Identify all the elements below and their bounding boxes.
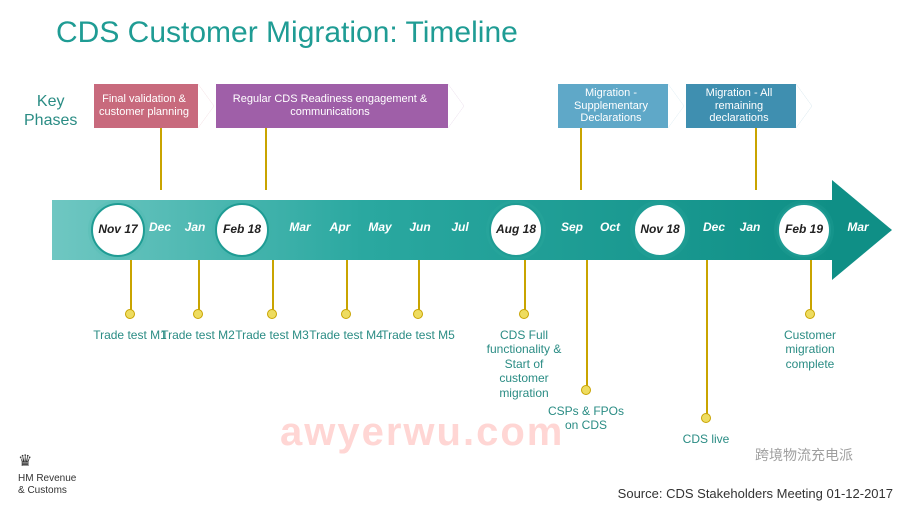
drop-line-3 [346, 260, 348, 314]
phase-connector-2 [580, 128, 582, 190]
drop-dot-icon-0 [125, 309, 135, 319]
drop-label-5: CDS Full functionality & Start of custom… [479, 328, 569, 400]
drop-line-2 [272, 260, 274, 314]
page-title: CDS Customer Migration: Timeline [56, 16, 518, 50]
phase-tip-icon [796, 84, 812, 128]
drop-dot-icon-6 [581, 385, 591, 395]
milestone-0: Nov 17 [91, 203, 145, 257]
drop-line-0 [130, 260, 132, 314]
month-label-9: Dec [703, 220, 725, 234]
drop-dot-icon-3 [341, 309, 351, 319]
phase-tip-icon [448, 84, 464, 128]
watermark-url: awyerwu.com [280, 410, 564, 455]
drop-line-8 [810, 260, 812, 314]
drop-line-6 [586, 260, 588, 390]
phase-banner-0: Final validation & customer planning [94, 84, 198, 128]
drop-label-4: Trade test M5 [373, 328, 463, 342]
drop-dot-icon-8 [805, 309, 815, 319]
month-label-11: Mar [847, 220, 868, 234]
month-label-4: May [368, 220, 391, 234]
drop-dot-icon-5 [519, 309, 529, 319]
phase-tip-icon [668, 84, 684, 128]
source-text: Source: CDS Stakeholders Meeting 01-12-2… [618, 486, 893, 501]
drop-label-7: CDS live [661, 432, 751, 446]
drop-dot-icon-1 [193, 309, 203, 319]
phase-connector-3 [755, 128, 757, 190]
month-label-3: Apr [330, 220, 351, 234]
milestone-3: Nov 18 [633, 203, 687, 257]
key-phases-label: Key Phases [24, 92, 77, 130]
drop-dot-icon-7 [701, 413, 711, 423]
milestone-4: Feb 19 [777, 203, 831, 257]
watermark-cn: 跨境物流充电派 [755, 445, 853, 465]
milestone-2: Aug 18 [489, 203, 543, 257]
month-label-1: Jan [185, 220, 206, 234]
footer-org-line1: HM Revenue [18, 473, 76, 484]
milestone-1: Feb 18 [215, 203, 269, 257]
drop-label-6: CSPs & FPOs on CDS [541, 404, 631, 433]
drop-dot-icon-2 [267, 309, 277, 319]
phase-banner-2: Migration - Supplementary Declarations [558, 84, 668, 128]
drop-dot-icon-4 [413, 309, 423, 319]
month-label-6: Jul [451, 220, 468, 234]
phase-banner-3: Migration - All remaining declarations [686, 84, 796, 128]
timeline-arrow [52, 190, 892, 270]
key-phases-line1: Key [24, 92, 77, 111]
phase-tip-icon [198, 84, 214, 128]
footer-org: ♛ HM Revenue & Customs [18, 452, 76, 497]
phase-connector-0 [160, 128, 162, 190]
month-label-5: Jun [409, 220, 430, 234]
key-phases-line2: Phases [24, 111, 77, 130]
month-label-10: Jan [740, 220, 761, 234]
crown-icon: ♛ [18, 452, 76, 471]
drop-label-8: Customer migration complete [765, 328, 855, 371]
month-label-2: Mar [289, 220, 310, 234]
phase-connector-1 [265, 128, 267, 190]
footer-org-line2: & Customs [18, 485, 67, 496]
drop-line-1 [198, 260, 200, 314]
month-label-8: Oct [600, 220, 620, 234]
month-label-0: Dec [149, 220, 171, 234]
drop-line-4 [418, 260, 420, 314]
month-label-7: Sep [561, 220, 583, 234]
drop-line-5 [524, 260, 526, 314]
phase-banner-1: Regular CDS Readiness engagement & commu… [216, 84, 448, 128]
drop-line-7 [706, 260, 708, 418]
